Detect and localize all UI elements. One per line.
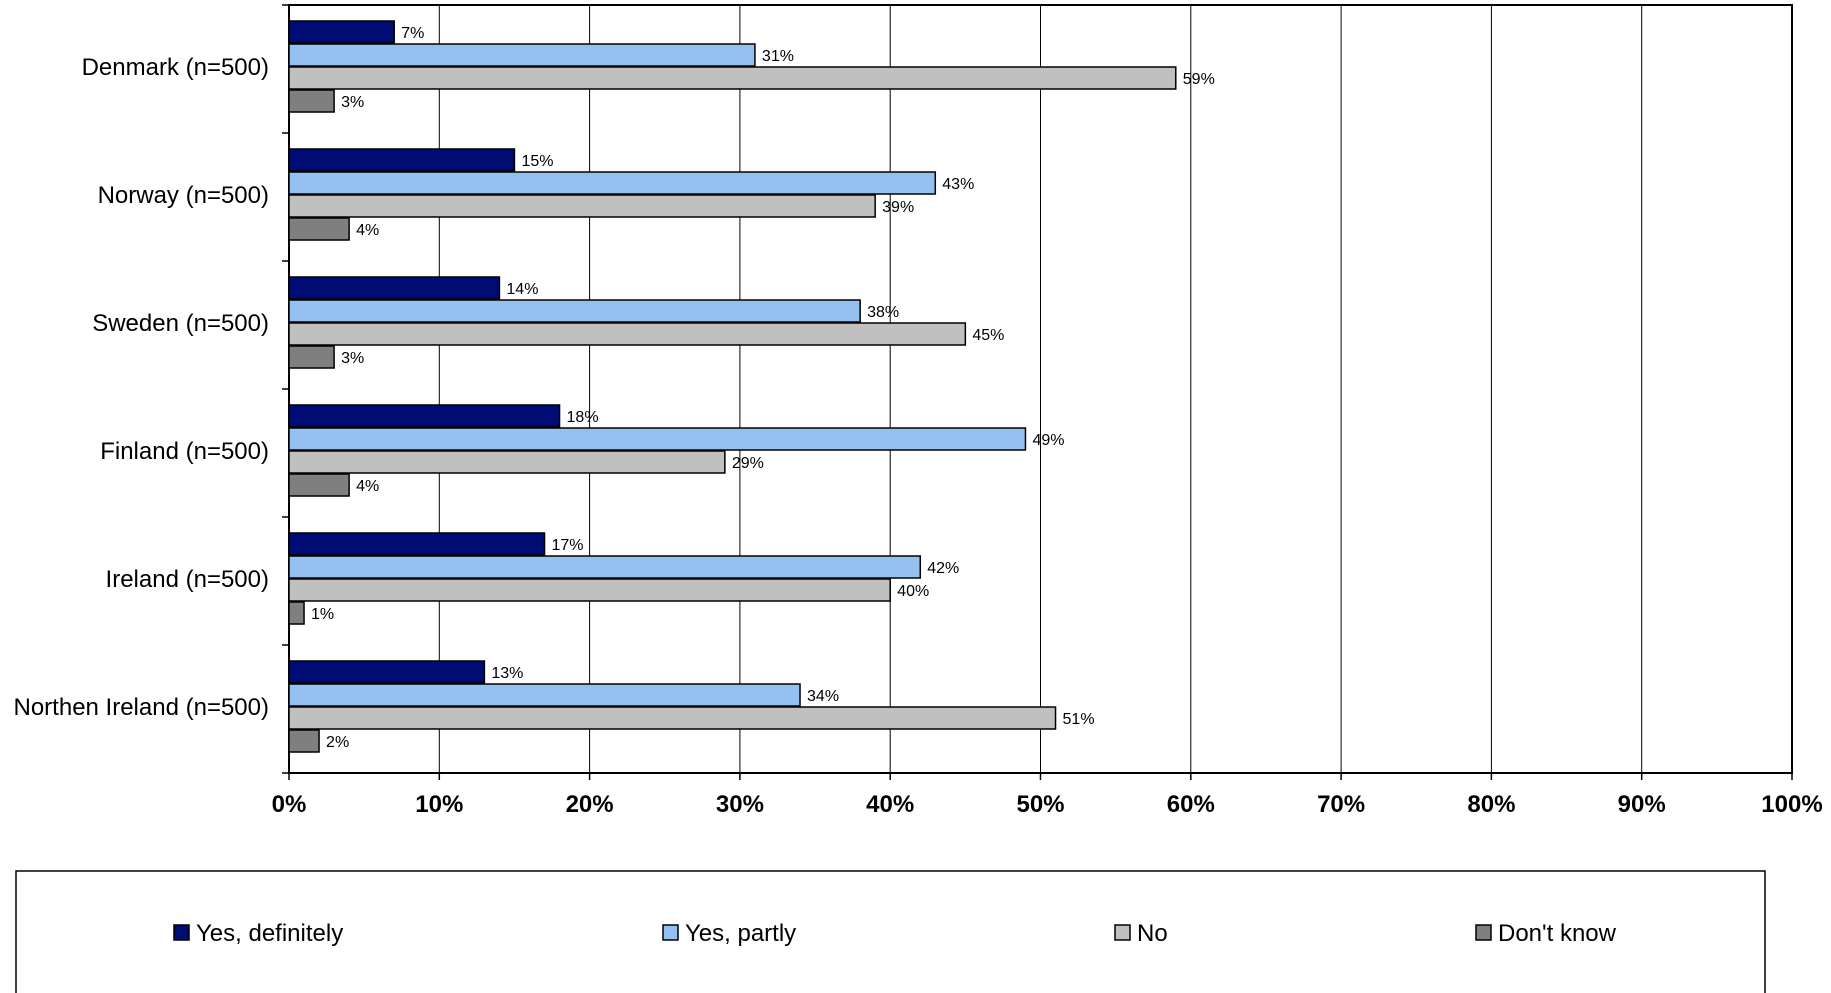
y-tick-label: Ireland (n=500) bbox=[106, 566, 269, 593]
bar bbox=[288, 578, 891, 602]
y-tick-label: Denmark (n=500) bbox=[82, 54, 269, 81]
bar bbox=[288, 706, 1057, 730]
data-label: 43% bbox=[942, 176, 974, 193]
data-label: 4% bbox=[356, 478, 379, 495]
bar bbox=[288, 148, 516, 172]
data-label: 4% bbox=[356, 222, 379, 239]
bar bbox=[288, 450, 726, 474]
y-tick-label: Sweden (n=500) bbox=[92, 310, 269, 337]
data-label: 51% bbox=[1063, 711, 1095, 728]
x-tick-label: 60% bbox=[1167, 791, 1215, 818]
bar bbox=[288, 532, 546, 556]
bar bbox=[288, 20, 395, 44]
y-tick-label: Northen Ireland (n=500) bbox=[14, 694, 270, 721]
bar bbox=[288, 322, 967, 346]
legend bbox=[15, 870, 1766, 993]
bar bbox=[288, 43, 756, 67]
bar bbox=[288, 89, 335, 113]
x-tick-label: 80% bbox=[1467, 791, 1515, 818]
bar bbox=[288, 473, 350, 497]
bar bbox=[288, 194, 876, 218]
x-tick-label: 30% bbox=[716, 791, 764, 818]
x-tick-label: 10% bbox=[415, 791, 463, 818]
bar bbox=[288, 299, 861, 323]
x-tick-label: 100% bbox=[1761, 791, 1822, 818]
data-label: 3% bbox=[341, 94, 364, 111]
data-label: 49% bbox=[1032, 432, 1064, 449]
bar bbox=[288, 555, 922, 579]
data-label: 1% bbox=[311, 606, 334, 623]
x-tick-label: 90% bbox=[1618, 791, 1666, 818]
data-label: 29% bbox=[732, 455, 764, 472]
data-label: 2% bbox=[326, 734, 349, 751]
bar bbox=[288, 427, 1027, 451]
x-tick-label: 0% bbox=[272, 791, 307, 818]
legend-label: Yes, partly bbox=[685, 920, 796, 947]
x-tick-label: 40% bbox=[866, 791, 914, 818]
x-tick-label: 50% bbox=[1016, 791, 1064, 818]
bar bbox=[288, 217, 350, 241]
data-label: 17% bbox=[552, 537, 584, 554]
data-label: 31% bbox=[762, 48, 794, 65]
data-label: 40% bbox=[897, 583, 929, 600]
bar bbox=[288, 404, 561, 428]
bar bbox=[288, 66, 1177, 90]
x-tick-label: 70% bbox=[1317, 791, 1365, 818]
legend-label: No bbox=[1137, 920, 1168, 947]
legend-swatch bbox=[1114, 924, 1131, 941]
data-label: 59% bbox=[1183, 71, 1215, 88]
bar bbox=[288, 276, 501, 300]
data-label: 13% bbox=[491, 665, 523, 682]
bar bbox=[288, 683, 801, 707]
legend-label: Don't know bbox=[1498, 920, 1617, 947]
data-label: 7% bbox=[401, 25, 424, 42]
legend-swatch bbox=[173, 924, 190, 941]
x-tick-label: 20% bbox=[566, 791, 614, 818]
data-label: 3% bbox=[341, 350, 364, 367]
bar bbox=[288, 729, 320, 753]
data-label: 39% bbox=[882, 199, 914, 216]
legend-swatch bbox=[662, 924, 679, 941]
data-label: 14% bbox=[506, 281, 538, 298]
data-label: 18% bbox=[567, 409, 599, 426]
bar bbox=[288, 660, 486, 684]
data-label: 34% bbox=[807, 688, 839, 705]
data-label: 45% bbox=[972, 327, 1004, 344]
legend-swatch bbox=[1475, 924, 1492, 941]
bar bbox=[288, 601, 305, 625]
bar bbox=[288, 171, 937, 195]
data-label: 38% bbox=[867, 304, 899, 321]
y-tick-label: Finland (n=500) bbox=[100, 438, 269, 465]
bar bbox=[288, 345, 335, 369]
legend-label: Yes, definitely bbox=[196, 920, 343, 947]
y-tick-label: Norway (n=500) bbox=[98, 182, 269, 209]
data-label: 42% bbox=[927, 560, 959, 577]
data-label: 15% bbox=[521, 153, 553, 170]
